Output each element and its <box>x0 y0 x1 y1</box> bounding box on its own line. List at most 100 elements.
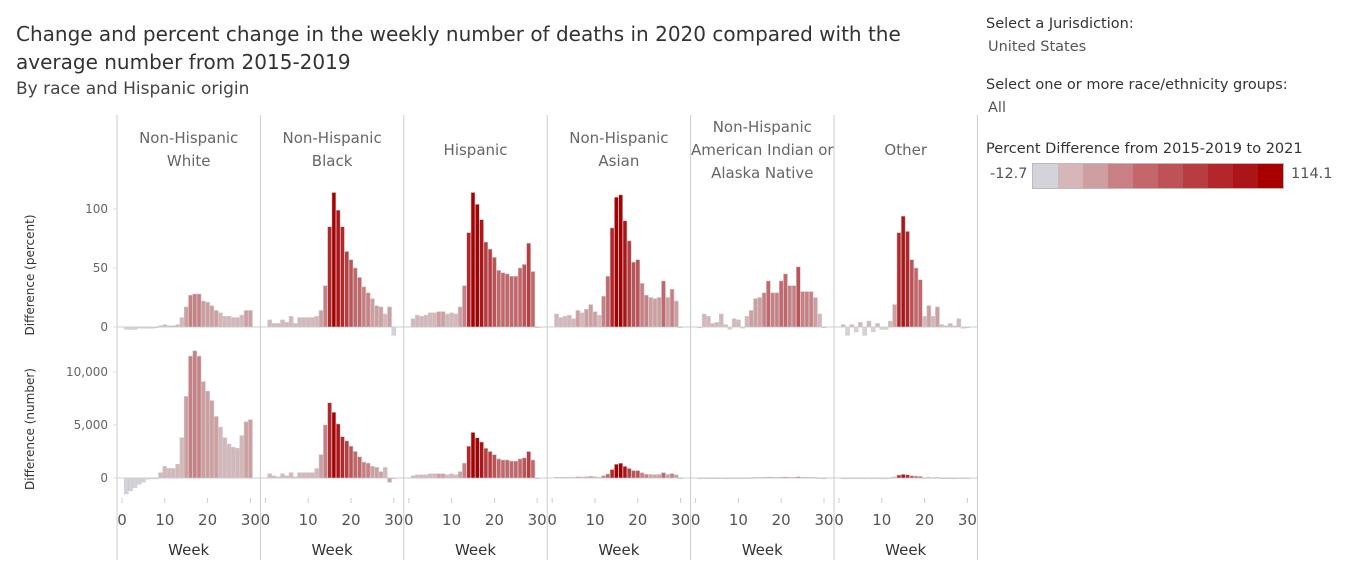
bar-number-week-21 <box>783 476 788 479</box>
bar-number-week-26 <box>230 446 236 479</box>
bar-percent-week-10 <box>736 319 741 328</box>
bar-percent-week-17 <box>335 209 341 328</box>
bar-percent-week-15 <box>470 192 476 328</box>
bar-percent-week-28 <box>239 314 245 328</box>
bar-number-week-6 <box>862 477 867 480</box>
bar-percent-week-30 <box>821 326 827 329</box>
bar-percent-week-4 <box>710 323 716 328</box>
bar-percent-week-23 <box>791 285 797 328</box>
bar-number-week-30 <box>391 477 397 480</box>
bar-number-week-4 <box>567 476 572 479</box>
x-axis-label: Week <box>312 541 353 559</box>
x-tick-label: 10 <box>585 511 604 529</box>
bar-percent-week-21 <box>496 270 501 328</box>
bar-number-week-5 <box>141 477 146 483</box>
bar-percent-week-20 <box>205 301 210 328</box>
bar-number-week-2 <box>415 474 420 479</box>
bar-percent-week-9 <box>731 318 737 328</box>
bar-number-week-20 <box>922 477 927 479</box>
x-tick-label: 30 <box>958 511 977 529</box>
bar-percent-week-3 <box>132 326 138 330</box>
bar-number-week-6 <box>432 473 437 479</box>
bar-number-week-9 <box>588 476 594 479</box>
bar-percent-week-10 <box>305 317 311 328</box>
bar-percent-week-13 <box>748 310 754 328</box>
race-select[interactable]: All <box>988 100 1006 116</box>
bar-number-week-30 <box>678 477 683 480</box>
bar-number-week-26 <box>804 477 810 479</box>
bar-number-week-24 <box>222 437 228 479</box>
bar-percent-week-15 <box>327 226 332 328</box>
x-tick-label: 20 <box>915 511 934 529</box>
y-axis-label: Difference (percent) <box>23 214 37 335</box>
bar-percent-week-17 <box>622 220 628 328</box>
bar-number-week-9 <box>731 477 737 479</box>
bar-percent-week-24 <box>222 316 228 328</box>
bar-percent-week-7 <box>579 312 585 328</box>
bar-percent-week-23 <box>648 297 653 328</box>
bar-number-week-23 <box>791 476 797 479</box>
bar-number-week-26 <box>374 467 379 479</box>
bar-number-week-9 <box>301 472 307 479</box>
bar-percent-week-12 <box>171 325 176 328</box>
bar-percent-week-13 <box>318 310 324 328</box>
legend-max: 114.1 <box>1291 166 1333 182</box>
jurisdiction-label: Select a Jurisdiction: <box>986 16 1134 32</box>
bar-number-week-23 <box>361 461 367 479</box>
bar-percent-week-5 <box>427 312 433 328</box>
x-axis-label: Week <box>168 541 209 559</box>
bar-number-week-14 <box>179 437 185 479</box>
bar-number-week-29 <box>387 477 392 483</box>
legend-title: Percent Difference from 2015-2019 to 202… <box>986 141 1303 157</box>
bar-number-week-15 <box>614 463 619 479</box>
bar-number-week-1 <box>840 477 846 479</box>
bar-number-week-28 <box>956 477 962 479</box>
bar-percent-week-5 <box>858 321 863 328</box>
bar-number-week-24 <box>652 474 658 479</box>
bar-percent-week-27 <box>378 306 384 328</box>
bar-number-week-23 <box>935 477 940 479</box>
bar-number-week-25 <box>513 460 519 479</box>
y-tick-label: 0 <box>100 471 108 485</box>
bar-percent-week-28 <box>813 297 818 328</box>
bar-number-week-7 <box>149 477 155 480</box>
bar-number-week-2 <box>701 477 707 479</box>
bar-number-week-18 <box>770 477 775 479</box>
bar-number-week-15 <box>470 432 476 479</box>
bar-number-week-15 <box>757 477 763 479</box>
jurisdiction-select[interactable]: United States <box>988 39 1087 55</box>
bar-number-week-7 <box>723 477 728 480</box>
x-tick-label: 0 <box>404 511 414 529</box>
bar-percent-week-12 <box>601 296 606 328</box>
bar-number-week-10 <box>449 473 454 479</box>
bar-percent-week-11 <box>740 326 745 329</box>
bar-percent-week-11 <box>596 314 602 328</box>
bar-number-week-29 <box>960 477 966 480</box>
y-axis-label: Difference (number) <box>23 368 37 490</box>
bar-percent-week-14 <box>609 227 615 328</box>
x-tick-label: 30 <box>814 511 833 529</box>
bar-percent-week-26 <box>374 305 379 328</box>
bar-number-week-7 <box>436 473 442 479</box>
bar-percent-week-25 <box>656 297 662 328</box>
bar-percent-week-16 <box>331 192 337 328</box>
bar-number-week-20 <box>635 470 641 479</box>
bar-percent-week-25 <box>370 298 375 328</box>
bar-percent-week-11 <box>883 326 889 330</box>
bar-number-week-17 <box>479 441 484 479</box>
bar-percent-week-10 <box>592 311 598 328</box>
bar-percent-week-29 <box>530 271 536 328</box>
bar-percent-week-8 <box>584 308 589 328</box>
bar-percent-week-3 <box>706 316 711 328</box>
bar-percent-week-30 <box>534 326 540 329</box>
bar-percent-week-30 <box>678 326 683 329</box>
bar-number-week-5 <box>858 477 863 479</box>
bar-percent-week-1 <box>123 326 129 330</box>
bar-number-week-16 <box>761 477 767 479</box>
bar-percent-week-18 <box>340 226 345 328</box>
panel-header: Non-Hispanic Black <box>282 129 381 170</box>
bar-percent-week-26 <box>947 323 953 328</box>
bar-percent-week-19 <box>774 292 780 328</box>
bar-number-week-29 <box>817 477 823 479</box>
bar-number-week-20 <box>492 454 497 479</box>
